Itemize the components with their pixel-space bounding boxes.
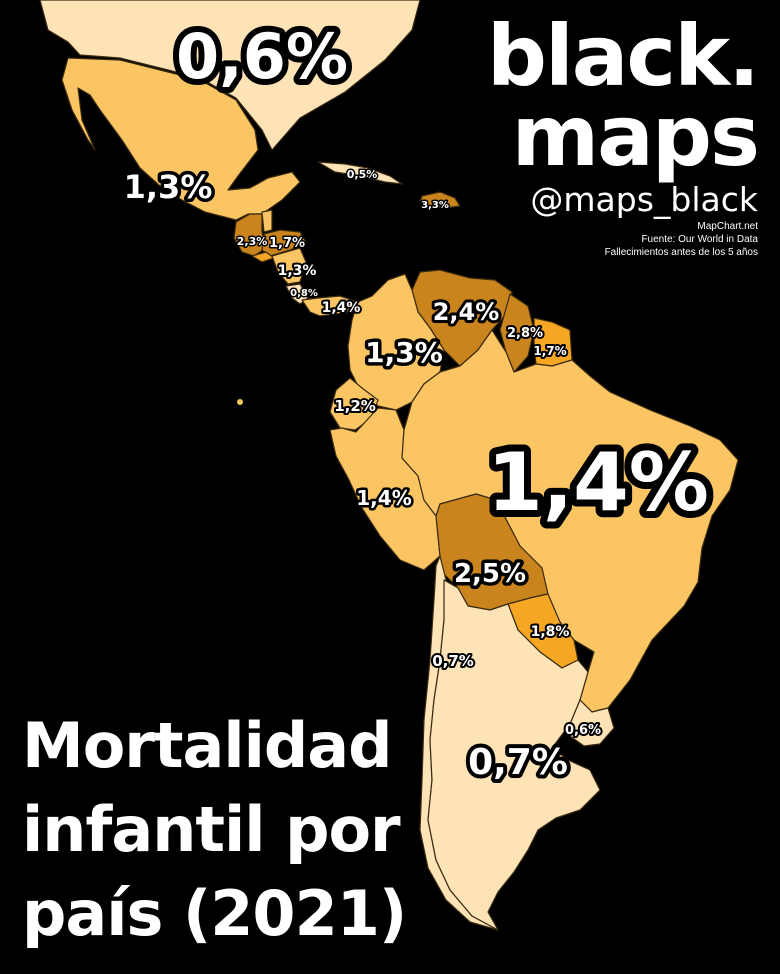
country-guyana <box>499 293 535 373</box>
label-honduras: 1,7% <box>269 236 305 251</box>
title-line-3: país (2021) <box>22 877 407 950</box>
brand-logo-line2: maps <box>511 87 760 185</box>
label-haiti: 3,3% <box>421 200 449 211</box>
label-bolivia: 2,5% <box>454 559 526 589</box>
label-costa-rica: 0,8% <box>290 288 318 299</box>
title-line-2: infantil por <box>22 793 401 866</box>
label-chile: 0,7% <box>432 652 474 670</box>
country-haiti <box>419 191 461 209</box>
country-cuba <box>317 161 403 185</box>
credit-text: MapChart.net <box>697 221 758 232</box>
label-suriname: 1,7% <box>533 344 566 358</box>
brand-handle: @maps_black <box>530 180 758 219</box>
label-cuba: 0,5% <box>347 168 378 181</box>
label-guatemala: 2,3% <box>237 235 268 248</box>
country-belize <box>261 209 273 233</box>
country-argentina <box>427 579 601 931</box>
label-ecuador: 1,2% <box>334 397 376 415</box>
country-honduras <box>261 229 307 257</box>
label-usa: 0,6% <box>176 20 348 93</box>
label-peru: 1,4% <box>356 486 411 510</box>
label-nicaragua: 1,3% <box>278 263 317 279</box>
label-venezuela: 2,4% <box>433 298 500 326</box>
label-brazil: 1,4% <box>487 436 709 529</box>
label-uruguay: 0,6% <box>565 723 601 738</box>
country-uruguay <box>569 699 615 747</box>
label-paraguay: 1,8% <box>531 624 570 640</box>
country-mexico <box>61 57 301 221</box>
country-usa <box>39 0 421 151</box>
country-nicaragua <box>271 247 307 285</box>
source-text: Fuente: Our World in Data <box>641 234 758 245</box>
label-colombia: 1,3% <box>365 336 443 369</box>
brand-logo-line1: black. <box>486 7 760 105</box>
poster-title: Mortalidad infantil por país (2021) <box>22 704 407 956</box>
note-text: Fallecimientos antes de los 5 años <box>604 247 758 258</box>
country-panama <box>301 295 359 317</box>
label-mexico: 1,3% <box>124 168 213 206</box>
brand-block: black. maps @maps_black MapChart.net Fue… <box>486 7 760 259</box>
galapagos-islands <box>237 399 243 405</box>
label-guyana: 2,8% <box>507 326 543 341</box>
title-line-1: Mortalidad <box>22 709 392 782</box>
label-argentina: 0,7% <box>468 742 568 783</box>
label-panama: 1,4% <box>322 300 361 316</box>
